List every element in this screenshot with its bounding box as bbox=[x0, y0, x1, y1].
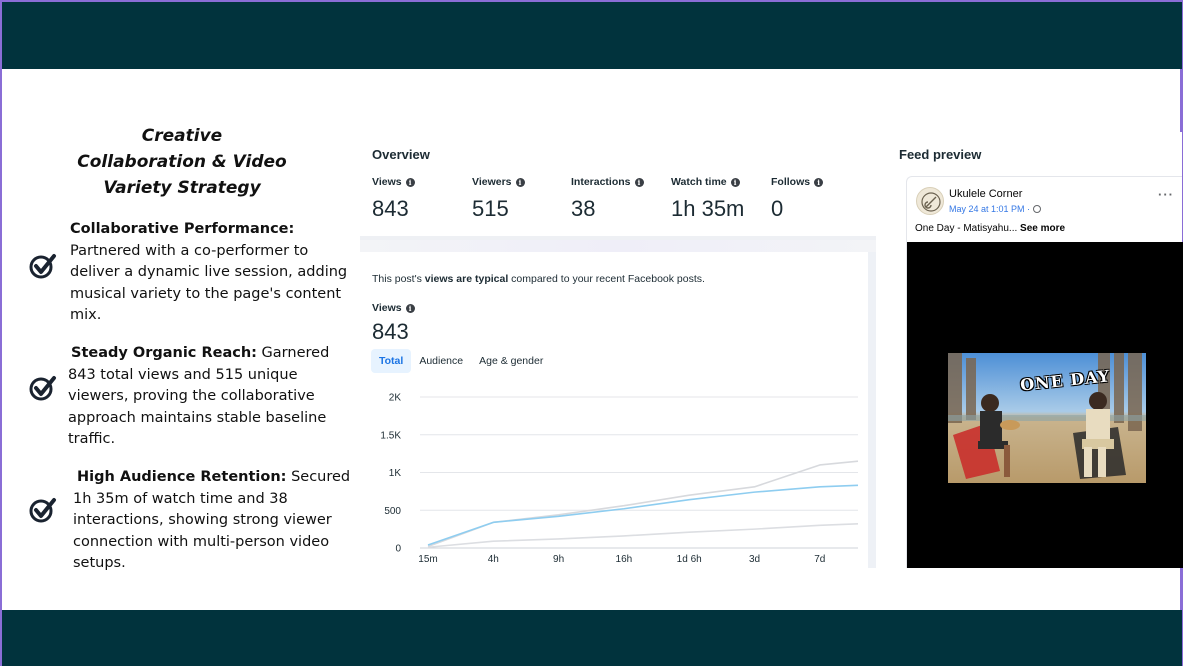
post-caption: One Day - Matisyahu... See more bbox=[915, 223, 1065, 234]
overview-title: Overview bbox=[372, 147, 430, 162]
metric-label: Interactions bbox=[571, 176, 631, 188]
y-tick-label: 1K bbox=[389, 468, 402, 479]
y-tick-label: 2K bbox=[389, 393, 402, 404]
card-divider bbox=[360, 240, 876, 252]
views-label: Views i bbox=[372, 302, 415, 314]
point-text: Garnered 843 total views and 515 unique … bbox=[68, 345, 330, 447]
views-line-chart: 0 500 1K 1.5K 2K 15m 4h 9h 16h 1d 6h 3d 7d bbox=[380, 393, 859, 565]
slide-title: Creative Collaboration & Video Variety S… bbox=[60, 123, 304, 201]
metric-viewers: Viewers i 515 bbox=[472, 176, 525, 222]
point-heading: High Audience Retention: bbox=[77, 469, 287, 485]
feed-preview-card: Feed preview Ukulele Corner May 24 at 1:… bbox=[886, 132, 1183, 568]
metric-label: Watch time bbox=[671, 176, 727, 188]
metric-value: 0 bbox=[771, 196, 784, 221]
metric-label: Viewers bbox=[472, 176, 512, 188]
series-line bbox=[427, 523, 859, 549]
globe-icon bbox=[1032, 205, 1041, 213]
x-tick-label: 16h bbox=[616, 554, 633, 565]
metric-value: 1h 35m bbox=[671, 196, 745, 221]
avatar[interactable] bbox=[916, 187, 944, 215]
series-line bbox=[427, 484, 859, 546]
beach-scene-image bbox=[948, 353, 1146, 483]
check-circle-icon bbox=[29, 376, 56, 401]
see-more-link[interactable]: See more bbox=[1020, 223, 1066, 234]
point-text: Secured 1h 35m of watch time and 38 inte… bbox=[73, 469, 351, 571]
metric-watch-time: Watch time i 1h 35m bbox=[671, 176, 744, 222]
views-chart-card: This post's views are typical compared t… bbox=[360, 252, 876, 568]
x-tick-label: 4h bbox=[488, 554, 499, 565]
info-icon[interactable]: i bbox=[634, 178, 644, 187]
bottom-banner bbox=[2, 610, 1182, 666]
metric-value: 515 bbox=[472, 196, 509, 221]
x-tick-label: 9h bbox=[553, 554, 564, 565]
x-tick-label: 3d bbox=[749, 554, 760, 565]
info-icon[interactable]: i bbox=[405, 304, 415, 313]
metric-label: Follows bbox=[771, 176, 811, 188]
more-options-icon[interactable]: ··· bbox=[1158, 187, 1174, 202]
point-collaborative-performance: Collaborative Performance: Partnered wit… bbox=[70, 219, 362, 327]
x-tick-label: 15m bbox=[418, 554, 437, 565]
views-total: 843 bbox=[372, 319, 409, 344]
metric-views: Views i 843 bbox=[372, 176, 415, 222]
y-tick-label: 500 bbox=[384, 506, 401, 517]
overview-card: Overview Views i 843 Viewers i 515 Interac… bbox=[360, 132, 876, 240]
info-icon[interactable]: i bbox=[515, 178, 525, 187]
series-line bbox=[427, 460, 859, 548]
post-date[interactable]: May 24 at 1:01 PM · bbox=[949, 204, 1041, 214]
top-banner bbox=[2, 2, 1182, 69]
point-text: Partnered with a co-performer to deliver… bbox=[70, 242, 348, 324]
post-date-text: May 24 at 1:01 PM · bbox=[949, 204, 1033, 214]
metric-value: 38 bbox=[571, 196, 596, 221]
x-tick-label: 7d bbox=[814, 554, 825, 565]
video-thumbnail[interactable]: ONE DAY bbox=[948, 353, 1146, 483]
title-line-2: Collaboration & Video bbox=[77, 152, 287, 172]
tab-age-gender[interactable]: Age & gender bbox=[479, 355, 544, 367]
info-icon[interactable]: i bbox=[405, 178, 415, 187]
post-preview[interactable]: Ukulele Corner May 24 at 1:01 PM · ··· O… bbox=[906, 176, 1183, 568]
title-line-3: Variety Strategy bbox=[103, 178, 261, 198]
page-name[interactable]: Ukulele Corner bbox=[949, 188, 1023, 200]
point-high-audience-retention: High Audience Retention: Secured 1h 35m … bbox=[73, 467, 358, 575]
metric-follows: Follows i 0 bbox=[771, 176, 824, 222]
point-heading: Collaborative Performance: bbox=[70, 221, 295, 237]
note-text: This post's bbox=[372, 273, 425, 285]
views-label-text: Views bbox=[372, 302, 402, 314]
chart-tabs: Total Audience Age & gender bbox=[371, 349, 551, 373]
caption-text: One Day - Matisyahu... bbox=[915, 223, 1021, 234]
point-heading: Steady Organic Reach: bbox=[71, 345, 257, 361]
tab-audience[interactable]: Audience bbox=[419, 355, 464, 367]
note-text: compared to your recent Facebook posts. bbox=[508, 273, 705, 285]
y-tick-label: 0 bbox=[395, 544, 401, 555]
title-line-1: Creative bbox=[141, 126, 223, 146]
note-emphasis: views are typical bbox=[424, 273, 509, 285]
check-circle-icon bbox=[29, 254, 56, 279]
metric-label: Views bbox=[372, 176, 402, 188]
tab-total[interactable]: Total bbox=[371, 349, 412, 373]
typical-views-note: This post's views are typical compared t… bbox=[372, 273, 705, 285]
video-player[interactable]: ONE DAY bbox=[907, 242, 1183, 568]
feed-preview-title: Feed preview bbox=[899, 147, 982, 162]
metric-interactions: Interactions i 38 bbox=[571, 176, 644, 222]
y-tick-label: 1.5K bbox=[380, 430, 401, 441]
metric-value: 843 bbox=[372, 196, 409, 221]
point-steady-organic-reach: Steady Organic Reach: Garnered 843 total… bbox=[68, 343, 358, 451]
x-tick-label: 1d 6h bbox=[677, 554, 702, 565]
check-circle-icon bbox=[29, 498, 56, 523]
info-icon[interactable]: i bbox=[730, 178, 740, 187]
ukulele-logo-icon bbox=[921, 192, 941, 212]
info-icon[interactable]: i bbox=[814, 178, 824, 187]
